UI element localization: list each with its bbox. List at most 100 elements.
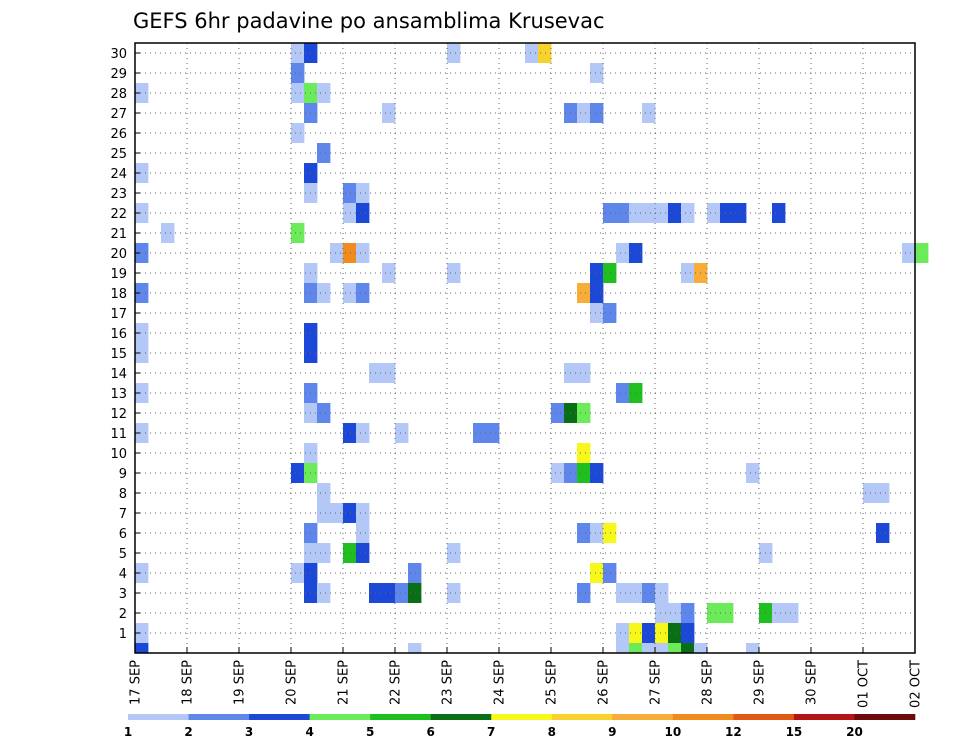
- precip-cell: [525, 43, 539, 63]
- precip-cell: [577, 583, 591, 603]
- precip-cell: [642, 203, 656, 223]
- plot-frame: [134, 42, 916, 654]
- precip-cell: [447, 543, 461, 563]
- colorbar-swatch: [128, 714, 189, 720]
- precip-cell: [317, 143, 331, 163]
- y-tick-label: 19: [110, 267, 127, 282]
- precip-cell: [772, 203, 786, 223]
- precip-cell: [681, 603, 695, 623]
- colorbar-label: 12: [725, 725, 742, 739]
- precip-cell: [135, 163, 149, 183]
- precip-cell: [616, 203, 630, 223]
- y-tick-label: 2: [119, 607, 127, 622]
- colorbar-label: 20: [846, 725, 863, 739]
- precip-cell: [590, 463, 604, 483]
- y-tick-label: 7: [119, 507, 127, 522]
- precip-cell: [447, 583, 461, 603]
- precip-cell: [577, 523, 591, 543]
- precip-cell: [135, 243, 149, 263]
- precip-cell: [616, 583, 630, 603]
- precip-cell: [707, 203, 721, 223]
- precip-cell: [135, 623, 149, 643]
- x-tick-label: 18 SEP: [181, 660, 196, 705]
- chart-title: GEFS 6hr padavine po ansamblima Krusevac: [133, 9, 605, 33]
- precip-cell: [681, 623, 695, 643]
- precip-cell: [551, 403, 565, 423]
- colorbar-label: 15: [786, 725, 803, 739]
- y-tick-label: 8: [119, 487, 127, 502]
- precip-cell: [408, 583, 422, 603]
- y-tick-label: 4: [119, 567, 127, 582]
- precip-cell: [161, 223, 175, 243]
- precip-cell: [746, 463, 760, 483]
- precip-cell: [603, 563, 617, 583]
- precip-cell: [590, 103, 604, 123]
- y-tick-label: 13: [110, 387, 127, 402]
- precip-cell: [603, 523, 617, 543]
- precip-cell: [746, 643, 760, 653]
- x-tick-label: 22 SEP: [389, 660, 404, 705]
- precip-cell: [135, 563, 149, 583]
- precip-cell: [655, 603, 669, 623]
- precip-cell: [642, 623, 656, 643]
- colorbar-swatch: [249, 714, 310, 720]
- precip-cell: [356, 503, 370, 523]
- x-tick-label: 19 SEP: [233, 660, 248, 705]
- precip-cell: [616, 643, 630, 653]
- y-tick-label: 17: [110, 307, 127, 322]
- colorbar-swatch: [309, 714, 371, 720]
- grid-lines: [135, 43, 915, 653]
- precip-cell: [590, 63, 604, 83]
- x-axis: 17 SEP 18 SEP 19 SEP 20 SEP 21 SEP 22 SEP 23 S…: [129, 647, 924, 708]
- colorbar-swatch: [672, 714, 734, 720]
- colorbar-label: 7: [487, 725, 495, 739]
- precip-cell: [343, 543, 357, 563]
- precip-cell: [408, 563, 422, 583]
- precip-cell: [291, 223, 305, 243]
- x-tick-label: 02 OCT: [909, 660, 924, 708]
- precip-cell: [473, 423, 487, 443]
- x-tick-label: 27 SEP: [649, 660, 664, 705]
- precip-cell: [408, 643, 422, 653]
- precip-cell: [694, 643, 708, 653]
- precip-cell: [616, 623, 630, 643]
- precip-cell: [343, 183, 357, 203]
- precip-cell: [291, 63, 305, 83]
- y-tick-label: 16: [110, 327, 127, 342]
- precip-cell: [135, 83, 149, 103]
- y-tick-label: 20: [110, 247, 127, 262]
- precip-cell: [551, 463, 565, 483]
- precip-cell: [577, 403, 591, 423]
- colorbar-swatch: [854, 714, 916, 720]
- precip-cell: [538, 43, 552, 63]
- precip-cell: [642, 583, 656, 603]
- x-tick-label: 23 SEP: [441, 660, 456, 705]
- x-tick-label: 28 SEP: [701, 660, 716, 705]
- precip-cell: [382, 363, 396, 383]
- y-tick-label: 1: [119, 627, 127, 642]
- colorbar-swatch: [733, 714, 795, 720]
- precip-cell: [902, 243, 916, 263]
- colorbar-label: 5: [366, 725, 374, 739]
- heatmap-cells: [135, 43, 929, 653]
- precip-cell: [668, 643, 682, 653]
- precip-cell: [655, 203, 669, 223]
- precip-cell: [681, 643, 695, 653]
- x-tick-label: 21 SEP: [337, 660, 352, 705]
- precip-cell: [733, 203, 747, 223]
- precip-cell: [577, 283, 591, 303]
- precip-cell: [876, 523, 890, 543]
- colorbar-label: 6: [427, 725, 435, 739]
- y-tick-label: 6: [119, 527, 127, 542]
- precip-cell: [577, 363, 591, 383]
- colorbar: 1 2 3 4 5 6 7 8 9 10 12 15 20: [124, 714, 916, 739]
- precip-cell: [655, 623, 669, 643]
- precip-cell: [317, 83, 331, 103]
- precip-cell: [707, 603, 721, 623]
- precip-cell: [772, 603, 786, 623]
- x-tick-label: 20 SEP: [285, 660, 300, 705]
- y-tick-label: 24: [110, 167, 127, 182]
- precip-cell: [317, 503, 331, 523]
- colorbar-swatch: [370, 714, 431, 720]
- y-tick-label: 26: [110, 127, 127, 142]
